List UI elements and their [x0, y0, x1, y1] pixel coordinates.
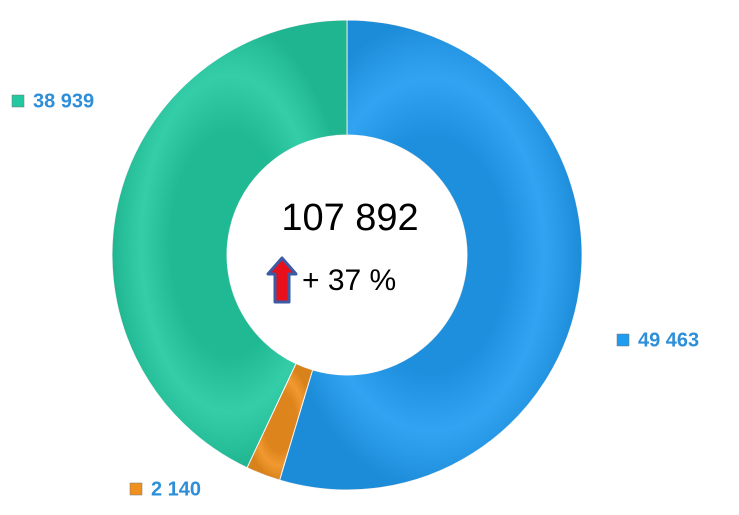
slice-shade [111, 20, 347, 468]
value-label: 2 140 [151, 478, 201, 500]
legend-marker [129, 482, 143, 496]
legend-marker [11, 94, 25, 108]
up-arrow-icon [266, 256, 298, 304]
slice-shade [279, 20, 583, 491]
slice-shade [247, 363, 313, 481]
value-label: 38 939 [33, 90, 94, 112]
center-total: 107 892 [281, 197, 418, 239]
value-label: 49 463 [638, 329, 699, 351]
change-label: + 37 % [302, 264, 396, 297]
slices [111, 19, 583, 491]
legend-marker [616, 333, 630, 347]
